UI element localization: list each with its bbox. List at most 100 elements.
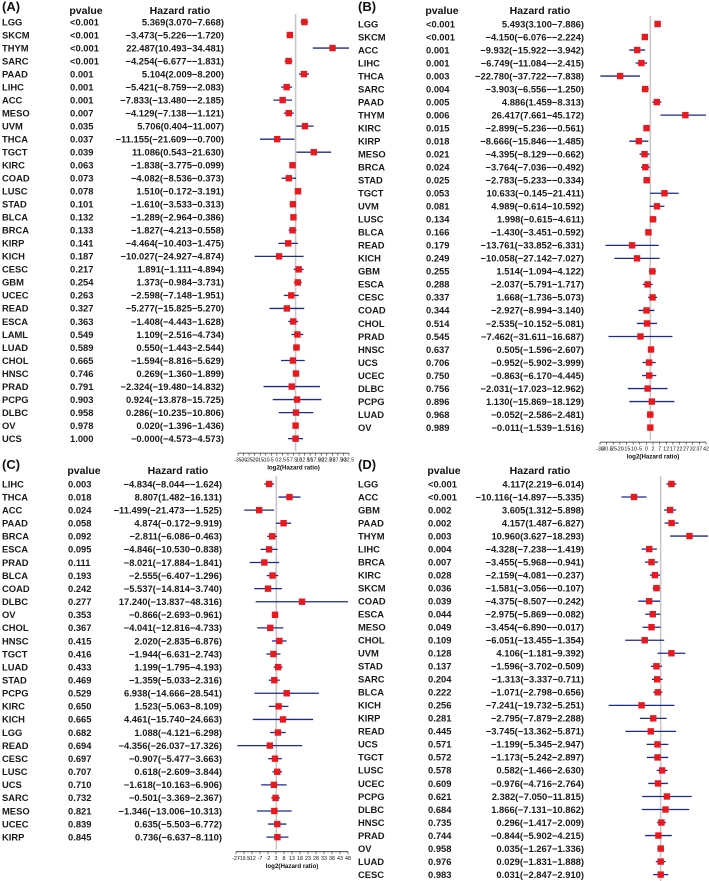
forest-row: OV 0.958 0.035(−1.267−1.336) bbox=[358, 843, 665, 854]
forest-row: ACC 0.024 −11.499(−21.473−−1.525) bbox=[2, 504, 275, 515]
forest-row: TGCT 0.416 −1.944(−6.631−2.743) bbox=[2, 648, 281, 659]
forest-row: BLCA 0.222 −1.071(−2.798−0.656) bbox=[358, 687, 663, 698]
x-tick-label: -20 bbox=[251, 458, 259, 464]
hazard-ratio-value: 0.924(−13.878−15.725) bbox=[126, 394, 224, 405]
forest-row: PCPG 0.529 6.938(−14.666−28.541) bbox=[2, 688, 319, 699]
pvalue-value: 0.958 bbox=[428, 843, 451, 854]
cancer-type-label: LIHC bbox=[358, 543, 380, 554]
hazard-ratio-value: −1.173(−5.242−2.897) bbox=[491, 752, 584, 763]
forest-row: LIHC 0.004 −4.328(−7.238−−1.419) bbox=[358, 543, 657, 554]
x-tick-label: 25 bbox=[329, 458, 335, 464]
estimate-marker bbox=[289, 357, 297, 364]
pvalue-value: 0.002 bbox=[428, 504, 451, 515]
pvalue-value: 0.132 bbox=[70, 212, 93, 223]
hazard-ratio-value: −4.834(−8.044−−1.624) bbox=[123, 478, 222, 489]
hazard-ratio-value: −1.289(−2.964−0.386) bbox=[131, 212, 224, 223]
estimate-marker bbox=[644, 281, 651, 288]
forest-row: CHOL 0.109 −6.051(−13.455−1.354) bbox=[358, 635, 665, 646]
forest-row: CESC 0.697 −0.907(−5.477−3.663) bbox=[2, 753, 282, 764]
pvalue-value: 0.058 bbox=[68, 518, 91, 529]
forest-row: SKCM <0.001 −3.473(−5.226−−1.720) bbox=[2, 29, 294, 40]
estimate-marker bbox=[648, 624, 655, 631]
hazard-ratio-value: −4.395(−8.129−−0.662) bbox=[485, 149, 584, 160]
cancer-type-label: THCA bbox=[2, 133, 28, 144]
hazard-ratio-value: −2.975(−5.869−−0.082) bbox=[485, 609, 584, 620]
forest-row: ESCA 0.044 −2.975(−5.869−−0.082) bbox=[358, 609, 661, 620]
x-tick-label: 33 bbox=[321, 856, 327, 862]
estimate-marker bbox=[274, 663, 282, 671]
pvalue-value: 0.081 bbox=[426, 201, 449, 212]
hazard-ratio-value: −1.071(−2.798−0.656) bbox=[491, 687, 584, 698]
forest-row: LGG 0.682 1.088(−4.121−6.298) bbox=[2, 727, 286, 738]
pvalue-value: 0.571 bbox=[428, 739, 451, 750]
cancer-type-label: LIHC bbox=[2, 478, 24, 489]
cancer-type-label: CHOL bbox=[2, 622, 29, 633]
forest-row: PRAD 0.111 −8.021(−17.884−1.841) bbox=[2, 557, 280, 568]
x-tick-label: 22.5 bbox=[322, 458, 332, 464]
x-tick-label: 2 bbox=[652, 447, 655, 453]
estimate-marker bbox=[264, 585, 272, 592]
cancer-type-label: UCEC bbox=[2, 818, 29, 829]
estimate-marker bbox=[255, 506, 263, 514]
estimate-marker bbox=[288, 292, 295, 299]
forest-row: LGG <0.001 4.117(2.219−6.014) bbox=[358, 478, 677, 489]
cancer-type-label: LAML bbox=[2, 329, 28, 340]
cancer-type-label: CHOL bbox=[2, 355, 29, 366]
estimate-marker bbox=[283, 690, 290, 697]
forest-row: BRCA 0.007 −3.455(−5.968−−0.941) bbox=[358, 556, 659, 567]
cancer-type-label: THYM bbox=[2, 42, 29, 53]
forest-row: THCA 0.003 −22.780(−37.722−−7.838) bbox=[358, 70, 640, 81]
x-tick-label: -35 bbox=[234, 458, 242, 464]
forest-panel-d: (D) pvalue Hazard ratio LGG <0.001 4.117(2.21… bbox=[358, 457, 708, 881]
pvalue-value: 0.839 bbox=[68, 818, 91, 829]
pvalue-value: 0.039 bbox=[428, 595, 451, 606]
estimate-marker bbox=[272, 794, 279, 802]
forest-row: GBM 0.002 3.605(1.312−5.898) bbox=[358, 504, 677, 515]
estimate-marker bbox=[280, 520, 287, 527]
hazard-ratio-value: −1.359(−5.033−2.316) bbox=[129, 675, 222, 686]
pvalue-value: 0.036 bbox=[428, 582, 451, 593]
hazard-ratio-value: 0.035(−1.267−1.336) bbox=[496, 843, 584, 854]
forest-row: KIRP 0.845 0.736(−6.637−8.110) bbox=[2, 831, 289, 842]
cancer-type-label: ACC bbox=[358, 491, 379, 502]
x-tick-label: 27.5 bbox=[333, 458, 343, 464]
forest-row: STAD 0.137 −1.596(−3.702−0.509) bbox=[358, 661, 662, 672]
estimate-marker bbox=[650, 715, 657, 722]
x-tick-label: 30 bbox=[340, 458, 346, 464]
hazard-ratio-value: 1.891(−1.111−4.894) bbox=[137, 264, 224, 275]
pvalue-value: 0.005 bbox=[426, 96, 449, 107]
forest-row: UCS 0.706 −0.952(−5.902−3.999) bbox=[358, 357, 656, 368]
pvalue-value: 0.415 bbox=[68, 635, 91, 646]
estimate-marker bbox=[274, 768, 281, 775]
pvalue-value: 0.137 bbox=[428, 661, 451, 672]
cancer-type-label: COAD bbox=[2, 173, 30, 184]
hazard-ratio-value: −10.058(−27.142−7.027) bbox=[481, 253, 584, 264]
hazard-ratio-value: −5.537(−14.814−3.740) bbox=[124, 583, 222, 594]
pvalue-value: 0.694 bbox=[68, 740, 92, 751]
hazard-ratio-value: −1.618(−10.163−6.906) bbox=[124, 779, 222, 790]
hazard-ratio-value: −3.903(−6.556−−1.250) bbox=[485, 83, 584, 94]
pvalue-value: 0.001 bbox=[70, 68, 93, 79]
estimate-marker bbox=[649, 216, 657, 223]
forest-row: PAAD 0.005 4.886(1.459−8.313) bbox=[358, 96, 662, 107]
pvalue-value: 0.193 bbox=[68, 570, 91, 581]
hazard-ratio-header: Hazard ratio bbox=[510, 5, 571, 17]
forest-row: COAD 0.073 −4.082(−8.536−0.373) bbox=[2, 173, 297, 184]
cancer-type-label: BLCA bbox=[2, 570, 28, 581]
x-tick-label: 37 bbox=[696, 447, 702, 453]
hazard-ratio-value: 5.706(0.404−11.007) bbox=[137, 120, 224, 131]
hazard-ratio-value: 11.086(0.543−21.630) bbox=[132, 147, 224, 158]
pvalue-value: 0.621 bbox=[428, 791, 451, 802]
cancer-type-label: BLCA bbox=[358, 227, 384, 238]
pvalue-value: 0.111 bbox=[68, 557, 90, 568]
hazard-ratio-value: −10.027(−24.927−4.874) bbox=[121, 251, 224, 262]
estimate-marker bbox=[654, 754, 661, 761]
cancer-type-label: LUSC bbox=[2, 766, 28, 777]
pvalue-value: 0.821 bbox=[68, 805, 91, 816]
cancer-type-label: BRCA bbox=[358, 162, 385, 173]
estimate-marker bbox=[289, 162, 296, 169]
panel-label: (D) bbox=[358, 457, 376, 472]
forest-row: KIRP 0.018 −8.666(−15.846−−1.485) bbox=[358, 135, 649, 146]
x-tick-label: 17.5 bbox=[311, 458, 321, 464]
hazard-ratio-value: 4.886(1.459−8.313) bbox=[502, 96, 584, 107]
